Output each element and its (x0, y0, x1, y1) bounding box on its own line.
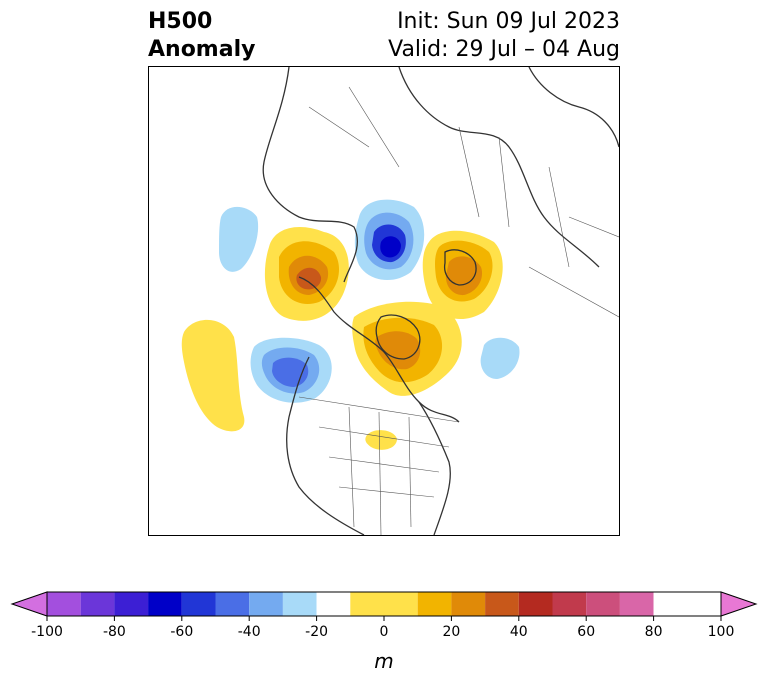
colorbar-segment (47, 592, 81, 616)
anomaly-region (380, 236, 401, 258)
colorbar-segment (215, 592, 250, 616)
colorbar-tick-label: 40 (510, 624, 528, 640)
colorbar-segment (552, 592, 587, 616)
init-date: Init: Sun 09 Jul 2023 (397, 9, 620, 34)
colorbar-segment (653, 592, 688, 616)
colorbar-tick-label: -20 (305, 624, 328, 640)
colorbar-segment (687, 592, 721, 616)
colorbar-tick-label: -100 (31, 624, 63, 640)
title-line-2: Anomaly (148, 37, 256, 62)
colorbar-segment (451, 592, 486, 616)
valid-period: Init: Sun 09 Jul 2023 Valid: 29 Jul – 04… (388, 8, 620, 64)
positive-anomalies (181, 227, 503, 450)
anomaly-region (181, 319, 245, 432)
colorbar-ticks: -100 -80 -60 -40 -20 0 20 40 60 80 100 (31, 616, 734, 640)
colorbar-segment (80, 592, 115, 616)
colorbar-segments (10, 591, 758, 617)
negative-anomalies (219, 199, 520, 403)
colorbar: -100 -80 -60 -40 -20 0 20 40 60 80 100 m (10, 591, 758, 673)
colorbar-over-triangle (720, 591, 758, 617)
colorbar-tick-label: -80 (103, 624, 126, 640)
colorbar-segment (282, 592, 317, 616)
anomaly-map (148, 66, 620, 536)
colorbar-tick-label: -40 (238, 624, 261, 640)
colorbar-tick-label: 80 (645, 624, 663, 640)
borders (298, 86, 619, 535)
anomaly-region (219, 206, 259, 272)
colorbar-segment (518, 592, 553, 616)
anomaly-region (296, 267, 322, 290)
colorbar-tick-label: 20 (442, 624, 460, 640)
colorbar-tick-label: 0 (380, 624, 389, 640)
colorbar-under-triangle (10, 591, 48, 617)
colorbar-segment (181, 592, 216, 616)
colorbar-segment (586, 592, 620, 616)
colorbar-tick-label: 60 (577, 624, 595, 640)
coastlines (262, 67, 619, 535)
anomaly-region (375, 331, 421, 370)
colorbar-segment (114, 592, 149, 616)
chart-title: H500 Anomaly (148, 8, 255, 64)
colorbar-segment (249, 592, 283, 616)
colorbar-segment (485, 592, 519, 616)
colorbar-unit-label: m (374, 649, 393, 673)
colorbar-segment (619, 592, 654, 616)
anomaly-region (480, 337, 520, 379)
valid-dates: Valid: 29 Jul – 04 Aug (388, 37, 620, 62)
title-line-1: H500 (148, 9, 213, 34)
map-svg (181, 67, 619, 535)
colorbar-segment (316, 592, 351, 616)
anomaly-region (445, 256, 483, 296)
colorbar-tick-label: 100 (708, 624, 735, 640)
anomaly-region (365, 430, 397, 450)
colorbar-tick-label: -60 (170, 624, 193, 640)
colorbar-segment (350, 592, 418, 616)
colorbar-segment (148, 592, 182, 616)
colorbar-segment (417, 592, 452, 616)
